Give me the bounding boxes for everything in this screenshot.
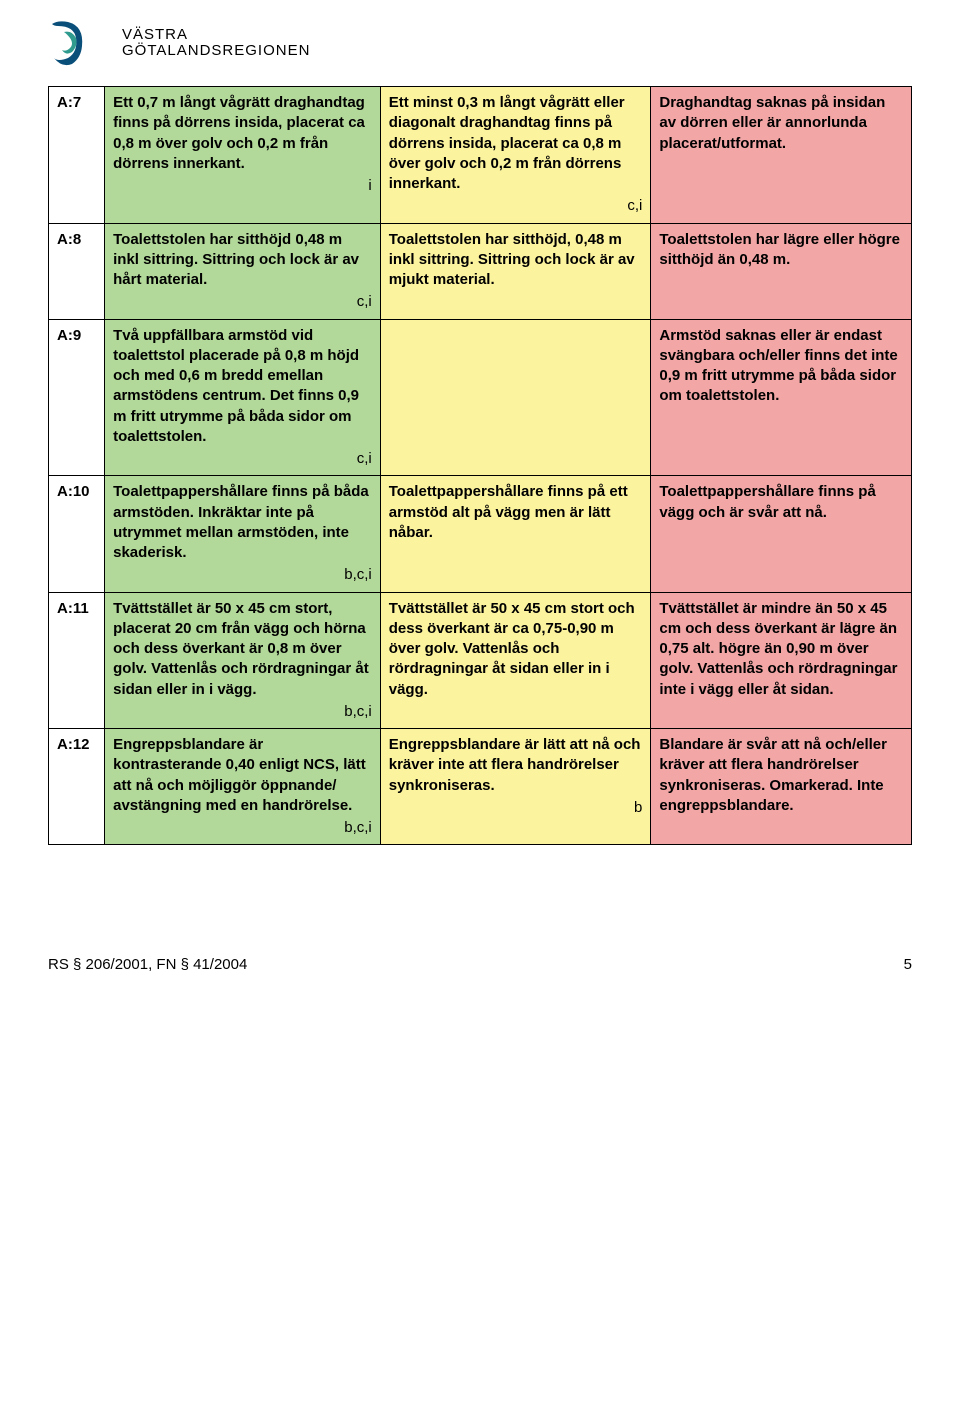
red-text: Toalettstolen har lägre eller högre sitt… [659,231,900,268]
green-text: Toalettstolen har sitthöjd 0,48 m inkl s… [113,231,359,289]
yellow-text: Toalettstolen har sitthöjd, 0,48 m inkl … [389,231,635,289]
green-text: Engreppsblandare är kontrasterande 0,40 … [113,736,366,814]
red-cell: Draghandtag saknas på insidan av dörren … [651,87,912,224]
table-row: A:8Toalettstolen har sitthöjd 0,48 m ink… [49,223,912,319]
yellow-text: Tvättstället är 50 x 45 cm stort och des… [389,600,635,698]
yellow-cell [380,319,651,476]
green-text: Två uppfällbara armstöd vid toalettstol … [113,327,359,445]
yellow-cell: Engreppsblandare är lätt att nå och kräv… [380,729,651,845]
yellow-cell: Toalettpappershållare finns på ett armst… [380,476,651,592]
yellow-tag: b [389,798,643,818]
org-name: VÄSTRA GÖTALANDSREGIONEN [122,27,310,59]
table-row: A:10Toalettpappershållare finns på båda … [49,476,912,592]
org-line1: VÄSTRA [122,27,310,43]
yellow-text: Ett minst 0,3 m långt vågrätt eller diag… [389,94,625,192]
red-text: Draghandtag saknas på insidan av dörren … [659,94,885,152]
green-tag: b,c,i [113,565,372,585]
yellow-text: Toalettpappershållare finns på ett armst… [389,483,628,541]
red-cell: Toalettstolen har lägre eller högre sitt… [651,223,912,319]
green-cell: Två uppfällbara armstöd vid toalettstol … [105,319,381,476]
green-cell: Toalettstolen har sitthöjd 0,48 m inkl s… [105,223,381,319]
table-row: A:7Ett 0,7 m långt vågrätt draghandtag f… [49,87,912,224]
green-cell: Ett 0,7 m långt vågrätt draghandtag finn… [105,87,381,224]
green-tag: b,c,i [113,818,372,838]
row-id: A:12 [49,729,105,845]
green-tag: c,i [113,449,372,469]
criteria-table: A:7Ett 0,7 m långt vågrätt draghandtag f… [48,86,912,845]
row-id: A:9 [49,319,105,476]
green-tag: i [113,176,372,196]
page-footer: RS § 206/2001, FN § 41/2004 5 [48,955,912,975]
row-id: A:11 [49,592,105,729]
green-cell: Tvättstället är 50 x 45 cm stort, placer… [105,592,381,729]
red-cell: Blandare är svår att nå och/eller kräver… [651,729,912,845]
yellow-cell: Tvättstället är 50 x 45 cm stort och des… [380,592,651,729]
yellow-cell: Ett minst 0,3 m långt vågrätt eller diag… [380,87,651,224]
green-text: Tvättstället är 50 x 45 cm stort, placer… [113,600,369,698]
org-line2: GÖTALANDSREGIONEN [122,43,310,59]
yellow-cell: Toalettstolen har sitthöjd, 0,48 m inkl … [380,223,651,319]
red-text: Blandare är svår att nå och/eller kräver… [659,736,887,814]
green-text: Toalettpappershållare finns på båda arms… [113,483,369,561]
green-cell: Engreppsblandare är kontrasterande 0,40 … [105,729,381,845]
page-number: 5 [904,955,912,975]
page: VÄSTRA GÖTALANDSREGIONEN A:7Ett 0,7 m lå… [0,0,960,1000]
row-id: A:10 [49,476,105,592]
row-id: A:8 [49,223,105,319]
red-text: Tvättstället är mindre än 50 x 45 cm och… [659,600,897,698]
vgr-logo-icon [48,18,112,68]
table-row: A:11Tvättstället är 50 x 45 cm stort, pl… [49,592,912,729]
yellow-tag: c,i [389,196,643,216]
table-row: A:9Två uppfällbara armstöd vid toalettst… [49,319,912,476]
red-cell: Tvättstället är mindre än 50 x 45 cm och… [651,592,912,729]
green-text: Ett 0,7 m långt vågrätt draghandtag finn… [113,94,365,172]
footer-reference: RS § 206/2001, FN § 41/2004 [48,955,247,975]
green-tag: c,i [113,292,372,312]
row-id: A:7 [49,87,105,224]
green-tag: b,c,i [113,702,372,722]
red-text: Toalettpappershållare finns på vägg och … [659,483,875,520]
table-row: A:12Engreppsblandare är kontrasterande 0… [49,729,912,845]
red-cell: Toalettpappershållare finns på vägg och … [651,476,912,592]
red-cell: Armstöd saknas eller är endast svängbara… [651,319,912,476]
header: VÄSTRA GÖTALANDSREGIONEN [48,18,912,68]
green-cell: Toalettpappershållare finns på båda arms… [105,476,381,592]
yellow-text: Engreppsblandare är lätt att nå och kräv… [389,736,641,794]
red-text: Armstöd saknas eller är endast svängbara… [659,327,897,405]
